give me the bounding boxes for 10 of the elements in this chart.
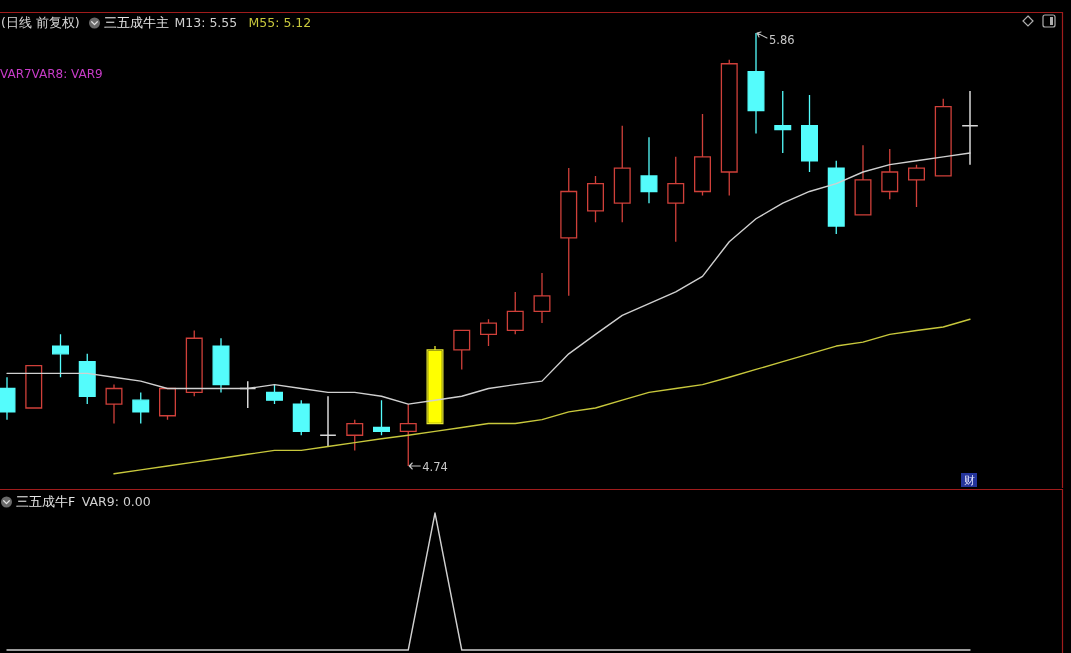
annotation: 5.86 [769, 32, 795, 47]
text: M13: 5.55 [174, 14, 238, 30]
chart-subtitle: (日线 前复权) [1, 14, 80, 30]
text: M55: 5.12 [248, 14, 312, 30]
chart-title: 三五成牛F [16, 493, 76, 509]
text: VAR9: 0.00 [81, 493, 151, 509]
annotation: 4.74 [422, 459, 448, 474]
chart-title: 三五成牛主 [104, 14, 169, 30]
annotation: VAR7VAR8: VAR9 [0, 66, 103, 81]
text: 财 [963, 473, 975, 487]
